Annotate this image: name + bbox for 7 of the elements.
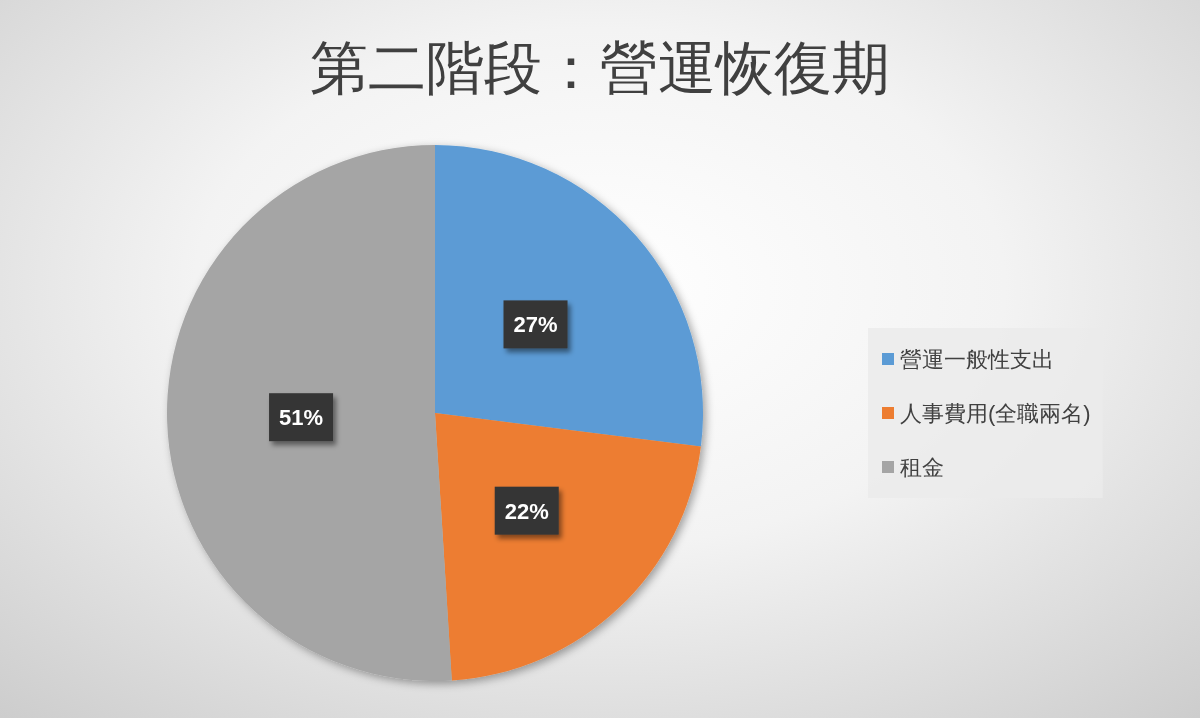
legend-label: 人事費用(全職兩名) — [900, 401, 1091, 426]
chart-title: 第二階段：營運恢復期 — [310, 36, 890, 101]
legend-label: 營運一般性支出 — [900, 347, 1054, 372]
data-label: 51% — [279, 405, 324, 431]
legend-label: 租金 — [900, 455, 944, 480]
data-label: 27% — [513, 312, 558, 338]
data-label: 22% — [504, 498, 549, 524]
